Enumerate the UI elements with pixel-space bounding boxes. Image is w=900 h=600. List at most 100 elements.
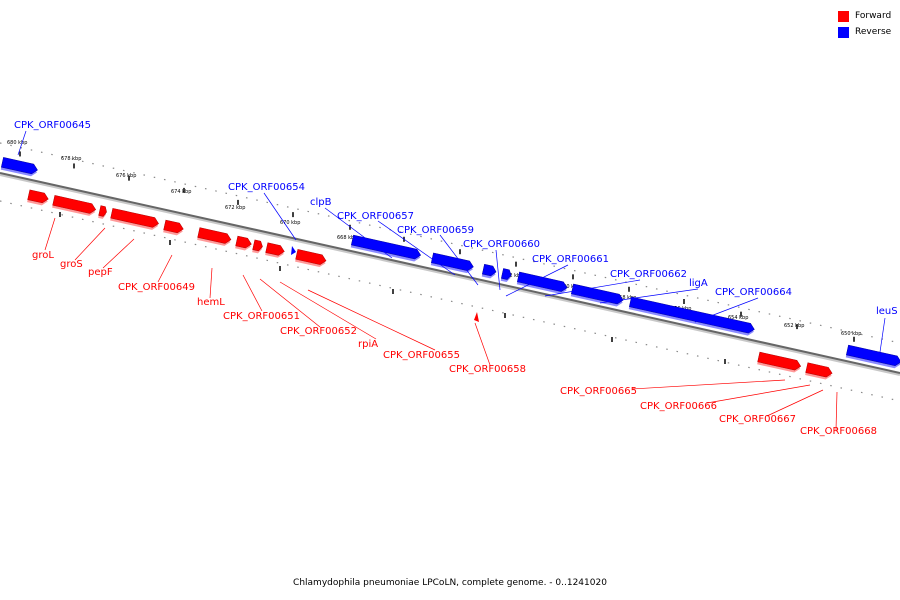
- forward-leader: [242, 274, 263, 312]
- forward-gene: [27, 189, 49, 206]
- forward-leader: [259, 278, 321, 328]
- scale-tick-label: 680 kbp: [7, 140, 27, 146]
- forward-gene: [252, 239, 263, 254]
- reverse-leader: [599, 288, 699, 304]
- forward-gene: [295, 249, 327, 268]
- reverse-leader: [879, 317, 886, 353]
- gene-body: [295, 249, 327, 265]
- forward-gene-label: groL: [32, 250, 54, 261]
- reverse-gene: [845, 344, 900, 369]
- reverse-gene-label: CPK_ORF00654: [228, 182, 305, 193]
- scale-tick-label: 672 kbp: [225, 205, 245, 211]
- reverse-gene-label: CPK_ORF00645: [14, 120, 91, 131]
- forward-gene-label: rpiA: [358, 339, 378, 350]
- backbone-line: [0, 172, 900, 374]
- reverse-leader: [377, 220, 456, 276]
- gene-body: [163, 219, 184, 234]
- forward-leader: [279, 281, 377, 340]
- reverse-gene: [500, 268, 512, 282]
- forward-gene: [197, 227, 232, 246]
- genome-backbone: [0, 172, 900, 376]
- gene-body: [252, 239, 263, 252]
- forward-gene-label: CPK_ORF00665: [560, 386, 637, 397]
- legend-reverse-label: Reverse: [855, 27, 892, 37]
- reverse-leader: [505, 264, 569, 297]
- figure-caption: Chlamydophila pneumoniae LPCoLN, complet…: [293, 578, 607, 588]
- scale-tick-label: 654 kbp: [728, 315, 748, 321]
- label-leaders: [17, 130, 886, 431]
- forward-gene: [805, 362, 833, 380]
- forward-gene-label: CPK_ORF00649: [118, 282, 195, 293]
- forward-gene-marker: [474, 312, 479, 322]
- reverse-leader: [694, 297, 759, 323]
- gene-body: [757, 351, 802, 371]
- gene-body: [431, 252, 474, 271]
- forward-gene: [265, 242, 285, 258]
- forward-gene-label: CPK_ORF00667: [719, 414, 796, 425]
- forward-gene: [52, 195, 97, 216]
- scale-tick-label: 660 kbp: [560, 284, 580, 290]
- reverse-gene-label: CPK_ORF00659: [397, 225, 474, 236]
- forward-leader: [74, 227, 106, 261]
- forward-leader: [631, 379, 786, 390]
- scale-tick-label: 662 kbp: [503, 273, 523, 279]
- forward-leader: [474, 322, 491, 366]
- reverse-gene: [430, 252, 474, 274]
- gene-body: [197, 227, 232, 244]
- forward-gene-label: CPK_ORF00668: [800, 426, 877, 437]
- gene-body: [846, 344, 900, 367]
- legend: Forward Reverse: [838, 8, 891, 40]
- gene-body: [235, 235, 252, 249]
- forward-gene: [235, 235, 252, 251]
- reverse-gene-label: ligA: [689, 278, 708, 289]
- scale-tick-label: 678 kbp: [61, 156, 81, 162]
- forward-gene: [110, 208, 159, 230]
- reverse-leader: [439, 234, 479, 286]
- forward-gene-label: pepF: [88, 267, 113, 278]
- reverse-leader: [495, 249, 501, 291]
- forward-gene: [98, 205, 107, 219]
- reverse-leader: [544, 279, 641, 297]
- gene-body: [482, 263, 497, 277]
- gene-body: [501, 268, 512, 280]
- forward-leader: [157, 254, 173, 283]
- forward-gene-label: CPK_ORF00655: [383, 350, 460, 361]
- scale-tick-label: 652 kbp: [784, 323, 804, 329]
- forward-gene: [163, 219, 184, 236]
- scale-tick-label: 650 kbp: [841, 331, 861, 337]
- forward-gene-label: CPK_ORF00652: [280, 326, 357, 337]
- gene-body: [629, 296, 755, 334]
- reverse-gene-label: clpB: [310, 197, 332, 208]
- gene-body: [98, 205, 107, 217]
- reverse-leader: [17, 130, 27, 156]
- forward-leader: [706, 384, 811, 404]
- gene-body: [351, 234, 422, 260]
- reverse-gene: [481, 263, 497, 279]
- forward-leader: [307, 289, 436, 351]
- gene-body: [265, 242, 285, 256]
- reverse-gene-label: CPK_ORF00657: [337, 211, 414, 222]
- forward-leader: [209, 267, 213, 299]
- reverse-gene-marker: [291, 246, 296, 255]
- scale-tick-label: 658 kbp: [616, 295, 636, 301]
- gene-body: [52, 195, 97, 214]
- gene-body: [1, 157, 38, 175]
- forward-gene-label: CPK_ORF00651: [223, 311, 300, 322]
- scale-tick-label: 670 kbp: [280, 220, 300, 226]
- backbone-shadow: [0, 173, 900, 376]
- forward-gene-label: hemL: [197, 297, 225, 308]
- legend-reverse: Reverse: [838, 24, 891, 40]
- reverse-gene-label: CPK_ORF00661: [532, 254, 609, 265]
- gene-body: [27, 189, 49, 204]
- forward-leader: [44, 217, 56, 251]
- forward-gene-label: CPK_ORF00658: [449, 364, 526, 375]
- scale-tick-label: 674 kbp: [171, 189, 191, 195]
- reverse-gene: [350, 234, 422, 262]
- forward-leader: [835, 391, 838, 431]
- forward-gene-label: groS: [60, 259, 83, 270]
- forward-leader: [766, 389, 824, 417]
- reverse-gene-label: leuS: [876, 306, 898, 317]
- gene-body: [110, 208, 159, 228]
- reverse-gene-label: CPK_ORF00664: [715, 287, 792, 298]
- scale-tick-label: 668 kbp: [337, 235, 357, 241]
